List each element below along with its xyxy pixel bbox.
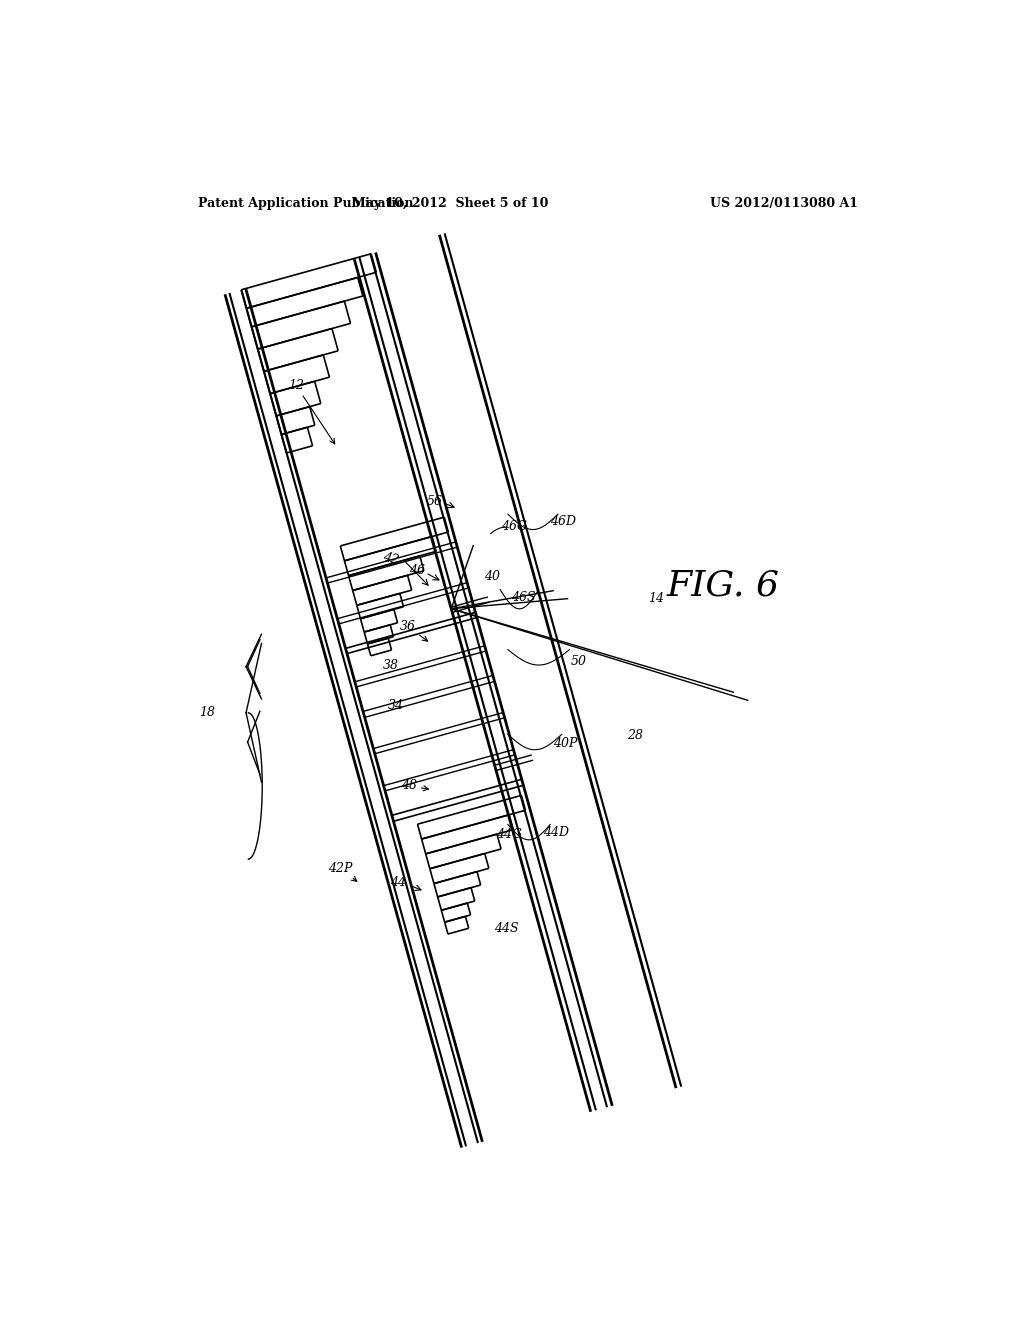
Text: 12: 12	[288, 379, 335, 444]
Text: Patent Application Publication: Patent Application Publication	[199, 197, 414, 210]
Text: 14: 14	[648, 593, 664, 606]
Text: 42: 42	[381, 550, 400, 568]
Text: 48: 48	[401, 779, 428, 792]
Text: 40P: 40P	[553, 737, 578, 750]
Text: 38: 38	[383, 659, 398, 672]
Text: 44D: 44D	[543, 825, 568, 838]
Text: May 10, 2012  Sheet 5 of 10: May 10, 2012 Sheet 5 of 10	[352, 197, 548, 210]
Text: 42P: 42P	[328, 862, 356, 882]
Text: 50: 50	[570, 655, 587, 668]
Text: 44G: 44G	[497, 828, 522, 841]
Text: 46: 46	[409, 564, 425, 577]
Text: 44: 44	[390, 875, 407, 888]
Text: 44S: 44S	[494, 921, 518, 935]
Text: 36: 36	[399, 620, 428, 642]
Text: FIG. 6: FIG. 6	[667, 569, 780, 603]
Text: 40: 40	[484, 570, 501, 583]
Text: 18: 18	[200, 706, 216, 719]
Text: 34: 34	[388, 698, 404, 711]
Text: 46G: 46G	[501, 520, 527, 533]
Text: US 2012/0113080 A1: US 2012/0113080 A1	[710, 197, 857, 210]
Text: 46D: 46D	[550, 515, 577, 528]
Text: 56: 56	[427, 495, 442, 508]
Text: 46S: 46S	[511, 591, 536, 603]
Text: 28: 28	[627, 730, 643, 742]
